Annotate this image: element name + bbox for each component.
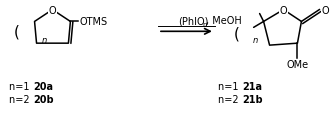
Text: O: O (49, 6, 56, 15)
Text: OTMS: OTMS (79, 17, 108, 27)
Text: , MeOH: , MeOH (206, 16, 242, 26)
Text: (: ( (14, 25, 20, 39)
Text: n=1: n=1 (9, 81, 32, 91)
Text: n: n (253, 35, 258, 44)
Text: n=2: n=2 (218, 94, 242, 104)
Text: n: n (202, 22, 207, 28)
Text: O: O (321, 6, 329, 15)
Text: n=2: n=2 (9, 94, 33, 104)
Text: 21a: 21a (243, 81, 263, 91)
Text: OMe: OMe (287, 59, 308, 69)
Text: O: O (280, 6, 287, 15)
Text: 20b: 20b (34, 94, 54, 104)
Text: 20a: 20a (34, 81, 53, 91)
Text: (: ( (234, 27, 240, 41)
Text: n=1: n=1 (218, 81, 241, 91)
Text: (PhIO): (PhIO) (178, 16, 209, 26)
Text: n: n (42, 35, 47, 44)
Text: 21b: 21b (243, 94, 263, 104)
